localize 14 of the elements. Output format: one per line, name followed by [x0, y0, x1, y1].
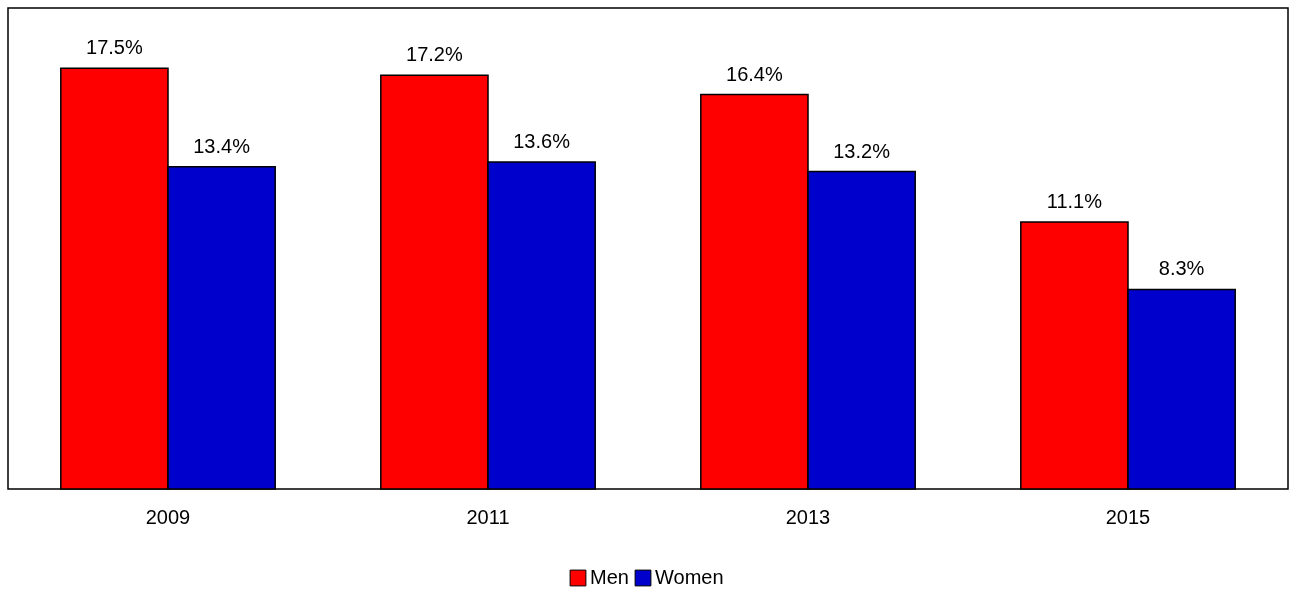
data-label: 8.3%: [1158, 257, 1205, 280]
data-label: 11.1%: [1046, 190, 1103, 213]
legend-label: Men: [590, 566, 629, 588]
data-label: 17.2%: [406, 43, 463, 66]
x-tick-label: 2013: [785, 505, 831, 528]
x-tick-label: 2011: [466, 505, 510, 528]
data-label: 13.4%: [193, 134, 251, 157]
data-label: 13.2%: [833, 139, 891, 162]
data-label: 13.6%: [513, 129, 571, 152]
data-label: 17.5%: [86, 36, 143, 59]
x-tick-label: 2015: [1105, 505, 1151, 528]
x-tick-label: 2009: [145, 505, 191, 528]
legend-label: Women: [655, 566, 724, 588]
data-label: 16.4%: [726, 62, 783, 85]
